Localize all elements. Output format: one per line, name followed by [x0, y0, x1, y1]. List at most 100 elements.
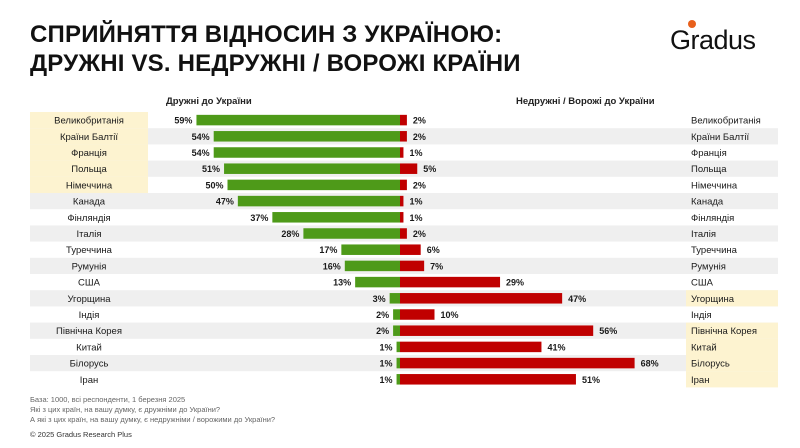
unfriendly-data-label: 1% [409, 213, 422, 223]
unfriendly-bar [400, 309, 435, 320]
friendly-bar [341, 244, 400, 255]
friendly-bar [396, 341, 400, 353]
unfriendly-data-label: 1% [409, 148, 422, 158]
left-highlight-cell [30, 112, 148, 129]
right-highlight-cell [686, 290, 778, 307]
unfriendly-bar [400, 131, 407, 142]
unfriendly-data-label: 51% [582, 375, 600, 385]
unfriendly-bar [400, 260, 425, 272]
left-category-label: Індія [79, 310, 100, 321]
left-category-label: Польща [71, 164, 107, 175]
friendly-data-label: 28% [281, 229, 299, 239]
unfriendly-data-label: 1% [409, 197, 422, 207]
unfriendly-data-label: 5% [423, 164, 436, 174]
unfriendly-bar [400, 179, 407, 191]
right-category-label: Країни Балтії [691, 132, 749, 143]
unfriendly-column-title: Недружні / Ворожі до України [516, 96, 655, 107]
left-category-label: Туреччина [66, 245, 113, 256]
title-line-2: ДРУЖНІ VS. НЕДРУЖНІ / ВОРОЖІ КРАЇНИ [30, 50, 521, 77]
friendly-bar [355, 276, 400, 288]
title-line-1: СПРИЙНЯТТЯ ВІДНОСИН З УКРАЇНОЮ: [30, 21, 503, 48]
friendly-data-label: 37% [250, 213, 268, 223]
unfriendly-data-label: 2% [413, 116, 426, 126]
unfriendly-data-label: 47% [568, 294, 586, 304]
unfriendly-bar [400, 195, 404, 207]
unfriendly-bar [400, 357, 635, 369]
right-highlight-cell [686, 322, 778, 339]
logo-text: Gradus [670, 25, 756, 55]
friendly-bar [396, 357, 400, 369]
right-category-label: Польща [691, 164, 727, 175]
left-category-label: Країни Балтії [60, 132, 118, 143]
friendly-data-label: 59% [174, 116, 192, 126]
left-category-label: Румунія [72, 261, 107, 272]
friendly-data-label: 2% [376, 326, 389, 336]
logo-dot-icon [688, 20, 696, 28]
left-category-label: Великобританія [54, 116, 124, 127]
friendly-bar [213, 147, 400, 158]
friendly-data-label: 2% [376, 310, 389, 320]
unfriendly-bar [400, 147, 404, 158]
friendly-data-label: 1% [380, 342, 393, 352]
right-category-label: Північна Корея [691, 326, 757, 337]
left-category-label: Італія [77, 229, 102, 240]
footer-question-1: Які з цих країн, на вашу думку, є дружні… [30, 405, 221, 414]
friendly-data-label: 16% [323, 261, 341, 271]
left-highlight-cell [30, 160, 148, 177]
unfriendly-bar [400, 212, 404, 223]
friendly-data-label: 50% [205, 180, 223, 190]
friendly-data-label: 1% [380, 375, 393, 385]
right-category-label: Канада [691, 197, 724, 208]
right-category-label: Китай [691, 342, 717, 353]
right-category-label: Великобританія [691, 116, 761, 127]
right-category-label: США [691, 278, 714, 289]
left-category-label: Німеччина [66, 180, 113, 191]
unfriendly-bar [400, 341, 542, 353]
left-category-label: Угорщина [67, 294, 111, 305]
left-category-label: Білорусь [70, 359, 109, 370]
unfriendly-data-label: 7% [430, 261, 443, 271]
right-highlight-cell [686, 338, 778, 355]
right-category-label: Туреччина [691, 245, 738, 256]
unfriendly-bar [400, 374, 576, 385]
friendly-data-label: 1% [380, 359, 393, 369]
left-category-label: Канада [73, 197, 106, 208]
left-highlight-cell [30, 144, 148, 161]
friendly-data-label: 17% [319, 245, 337, 255]
friendly-bar [272, 212, 400, 223]
friendly-bar [196, 114, 400, 126]
left-category-label: Північна Корея [56, 326, 122, 337]
unfriendly-bar [400, 228, 407, 239]
right-category-label: Румунія [691, 261, 726, 272]
unfriendly-data-label: 68% [641, 359, 659, 369]
friendly-bar [393, 309, 400, 320]
unfriendly-data-label: 41% [547, 342, 565, 352]
unfriendly-bar [400, 293, 563, 304]
right-category-label: Індія [691, 310, 712, 321]
friendly-data-label: 3% [373, 294, 386, 304]
right-category-label: Франція [691, 148, 727, 159]
copyright: © 2025 Gradus Research Plus [30, 430, 132, 439]
page-title: СПРИЙНЯТТЯ ВІДНОСИН З УКРАЇНОЮ: ДРУЖНІ V… [30, 20, 521, 78]
friendly-column-title: Дружні до України [166, 96, 252, 107]
unfriendly-bar [400, 163, 418, 174]
friendly-bar [303, 228, 400, 239]
friendly-bar [389, 293, 400, 304]
left-category-label: Фінляндія [67, 213, 110, 224]
right-category-label: Італія [691, 229, 716, 240]
friendly-data-label: 13% [333, 278, 351, 288]
friendly-data-label: 54% [192, 148, 210, 158]
left-highlight-cell [30, 128, 148, 145]
row-stripe [30, 193, 778, 210]
left-category-label: Франція [71, 148, 107, 159]
unfriendly-bar [400, 114, 407, 126]
unfriendly-data-label: 56% [599, 326, 617, 336]
friendly-bar [344, 260, 400, 272]
unfriendly-data-label: 29% [506, 278, 524, 288]
friendly-bar [393, 325, 400, 336]
left-highlight-cell [30, 176, 148, 193]
unfriendly-data-label: 6% [427, 245, 440, 255]
left-category-label: Китай [76, 342, 102, 353]
right-category-label: Угорщина [691, 294, 735, 305]
unfriendly-data-label: 2% [413, 132, 426, 142]
